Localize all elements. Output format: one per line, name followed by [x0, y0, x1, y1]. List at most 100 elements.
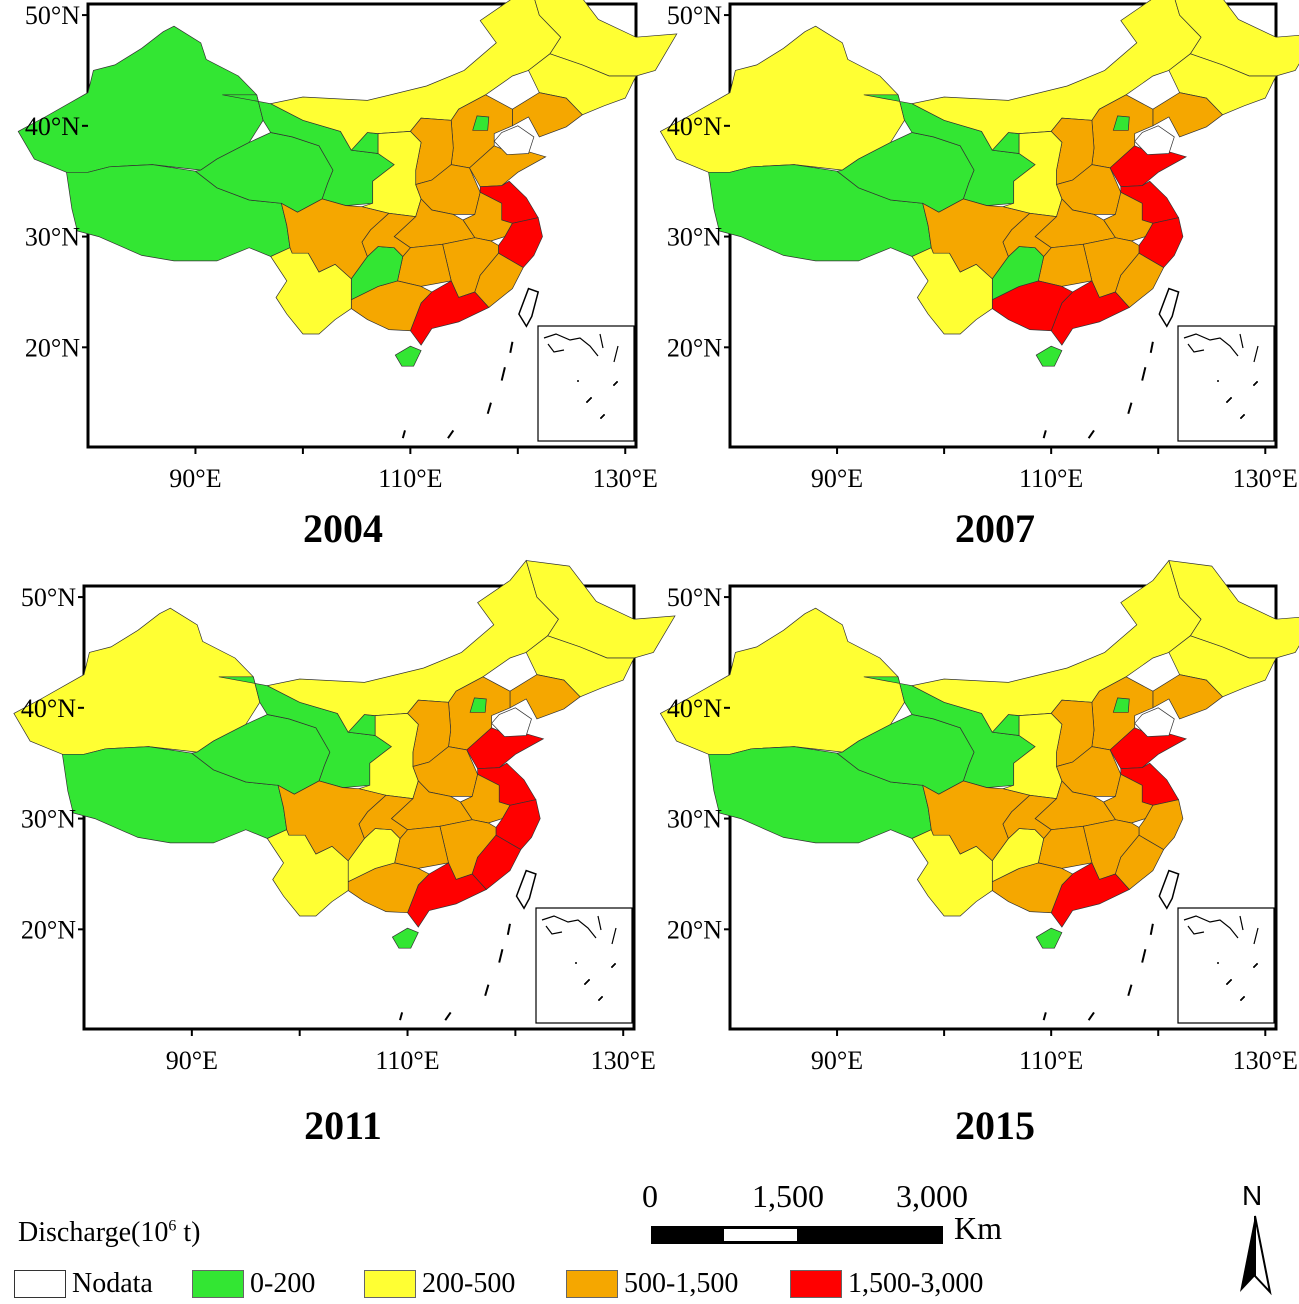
lat-label: 40°N: [667, 112, 722, 141]
province-liaoning: [509, 674, 581, 720]
boundary-dash: [401, 430, 406, 439]
province-hainan: [391, 927, 419, 949]
inset-coastline: [1183, 333, 1259, 363]
lat-label: 30°N: [25, 223, 80, 252]
scale-bar: 0 1,500 3,000 Km: [640, 1178, 1040, 1258]
map-svg: 50°N 40°N 30°N 20°N 90°E 110°E 130°E: [13, 559, 676, 1075]
map-panel-2004: 50°N 40°N 30°N 20°N 90°E 110°E 130°E 2004: [0, 0, 678, 560]
inset-coastline: [541, 915, 617, 945]
legend-swatch: [364, 1270, 416, 1298]
province-hainan: [1035, 345, 1063, 367]
inset-island: [586, 401, 588, 403]
lon-label: 90°E: [811, 464, 863, 493]
inset-island: [598, 999, 600, 1001]
inset-box: [1177, 325, 1275, 442]
lon-label: 90°E: [811, 1046, 863, 1075]
lon-label: 110°E: [378, 464, 442, 493]
map-svg: 50°N 40°N 30°N 20°N 90°E 110°E 130°E: [659, 0, 1299, 493]
map-svg: 50°N 40°N 30°N 20°N 90°E 110°E 130°E: [17, 0, 678, 493]
map-panel-2007: 50°N 40°N 30°N 20°N 90°E 110°E 130°E 2007: [642, 0, 1299, 560]
legend-swatch: [192, 1270, 244, 1298]
inset-coastline: [543, 333, 619, 363]
scale-bar-graphic: [651, 1226, 943, 1244]
boundary-dash: [1042, 430, 1047, 439]
scale-label-3000: 3,000: [896, 1178, 968, 1214]
boundary-dash: [1042, 1012, 1047, 1021]
boundary-dash: [1141, 367, 1147, 381]
scale-label-0: 0: [642, 1178, 658, 1214]
boundary-dash: [509, 341, 514, 354]
lat-label: 50°N: [25, 1, 80, 30]
lat-label: 30°N: [21, 805, 76, 834]
province-liaoning: [1152, 674, 1224, 720]
north-label: N: [1242, 1180, 1263, 1211]
province-taiwan: [515, 869, 537, 910]
lon-label: 110°E: [1019, 464, 1083, 493]
bohai-sea: [1134, 125, 1175, 155]
legend-swatch: [14, 1270, 66, 1298]
boundary-dash: [1141, 949, 1147, 963]
lat-label: 20°N: [21, 915, 76, 944]
legend-label: 500-1,500: [624, 1268, 739, 1299]
province-taiwan: [1158, 287, 1180, 328]
map-svg: 50°N 40°N 30°N 20°N 90°E 110°E 130°E: [659, 559, 1299, 1075]
province-chongqing: [361, 212, 417, 258]
bohai-sea: [1134, 707, 1175, 737]
inset-island: [584, 983, 586, 985]
legend-swatch: [790, 1270, 842, 1298]
boundary-dash: [1127, 402, 1133, 415]
inset-island: [575, 962, 577, 964]
lon-label: 110°E: [375, 1046, 439, 1075]
boundary-dash: [486, 402, 492, 415]
inset-island: [1253, 966, 1255, 968]
bohai-sea: [493, 125, 535, 155]
inset-island: [600, 417, 602, 419]
inset-island: [611, 966, 613, 968]
north-arrow: N: [1220, 1180, 1290, 1300]
legend-label: 0-200: [250, 1268, 316, 1299]
lon-label: 90°E: [166, 1046, 218, 1075]
lon-label: 90°E: [169, 464, 221, 493]
boundary-dash: [506, 923, 511, 936]
lat-label: 40°N: [667, 694, 722, 723]
lon-label: 130°E: [1233, 1046, 1298, 1075]
province-liaoning: [512, 92, 583, 138]
inset-island: [613, 384, 615, 386]
lat-label: 50°N: [667, 1, 722, 30]
lon-label: 130°E: [593, 464, 658, 493]
lat-label: 20°N: [25, 333, 80, 362]
lon-label: 110°E: [1019, 1046, 1083, 1075]
boundary-dash: [447, 429, 455, 439]
inset-island: [1217, 380, 1219, 382]
lat-label: 40°N: [25, 112, 80, 141]
legend-label: Nodata: [72, 1268, 153, 1299]
boundary-dash: [1149, 341, 1154, 354]
province-taiwan: [518, 287, 540, 328]
north-arrow-icon: [1240, 1215, 1272, 1296]
year-label: 2007: [955, 506, 1035, 551]
map-panel-2011: 50°N 40°N 30°N 20°N 90°E 110°E 130°E 2011: [0, 559, 676, 1152]
inset-coastline: [1183, 915, 1259, 945]
boundary-dash: [484, 984, 490, 997]
province-chongqing: [1002, 212, 1058, 258]
boundary-dash: [500, 367, 506, 381]
inset-island: [1226, 401, 1228, 403]
lat-label: 50°N: [21, 583, 76, 612]
inset-island: [577, 380, 579, 382]
legend-title: Discharge(106 t): [18, 1217, 201, 1248]
province-beijing: [472, 115, 490, 131]
scale-unit: Km: [954, 1210, 1002, 1246]
boundary-dash: [1087, 429, 1095, 439]
year-label: 2011: [304, 1103, 382, 1148]
boundary-dash: [498, 949, 504, 963]
province-chongqing: [1002, 794, 1058, 840]
inset-island: [1240, 999, 1242, 1001]
lon-label: 130°E: [1233, 464, 1298, 493]
boundary-dash: [1149, 923, 1154, 936]
inset-island: [1226, 983, 1228, 985]
province-beijing: [1112, 115, 1130, 131]
inset-box: [537, 325, 635, 442]
province-beijing: [469, 697, 487, 713]
map-panel-2015: 50°N 40°N 30°N 20°N 90°E 110°E 130°E 2015: [642, 559, 1299, 1152]
boundary-dash: [444, 1011, 452, 1021]
